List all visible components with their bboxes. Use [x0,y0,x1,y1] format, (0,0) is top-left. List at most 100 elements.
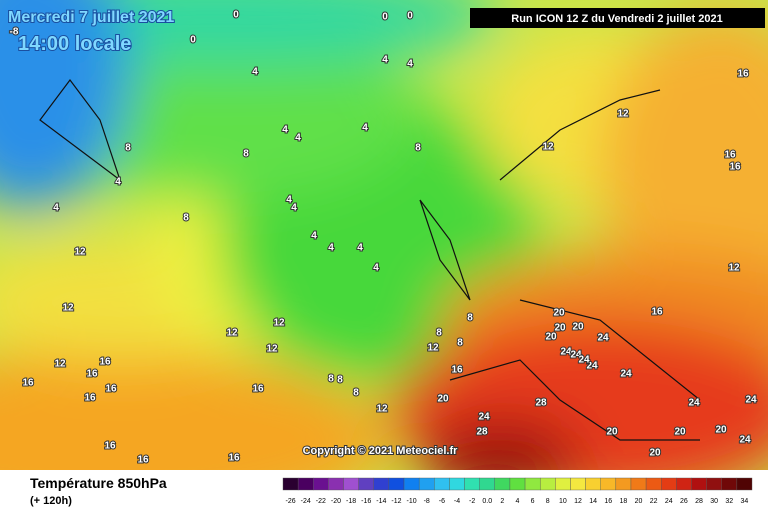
contour-label: 20 [674,427,686,438]
contour-label: 4 [295,133,301,144]
contour-label: 4 [382,55,388,66]
scale-label: 4 [516,498,520,505]
scale-swatch [721,477,738,491]
scale-swatch [464,477,480,491]
contour-label: 28 [476,427,488,438]
scale-label: -16 [361,498,371,505]
contour-label: 8 [457,338,463,349]
scale-swatch [585,477,601,491]
contour-label: 16 [86,369,98,380]
scale-swatch [555,477,571,491]
scale-swatch [343,477,359,491]
scale-swatch [736,477,753,491]
contour-label: 4 [282,125,288,136]
scale-label: 2 [500,498,504,505]
contour-label: 20 [572,322,584,333]
lead-time: (+ 120h) [30,495,72,507]
contour-label: 20 [437,394,449,405]
scale-label: 32 [725,498,733,505]
contour-label: 16 [137,455,149,466]
contour-label: 20 [553,308,565,319]
forecast-time: 14:00 locale [18,33,131,55]
scale-swatch [539,477,556,491]
scale-swatch [615,477,632,491]
scale-label: 20 [635,498,643,505]
contour-label: 16 [737,69,749,80]
contour-label: 16 [228,453,240,464]
contour-label: 8 [353,388,359,399]
scale-label: -2 [469,498,475,505]
scale-swatch [449,477,465,491]
scale-label: -8 [424,498,430,505]
contour-label: 16 [22,378,34,389]
contour-label: 4 [328,243,334,254]
contour-label: 24 [597,333,609,344]
contour-label: 8 [415,143,421,154]
scale-label: 30 [710,498,718,505]
contour-label: 8 [467,313,473,324]
scale-swatch [434,477,450,491]
contour-label: 12 [226,328,238,339]
contour-label: 4 [252,67,258,78]
contour-label: 4 [357,243,363,254]
contour-label: 16 [99,357,111,368]
scale-label: 14 [589,498,597,505]
contour-label: 8 [436,328,442,339]
forecast-date: Mercredi 7 juillet 2021 [8,9,174,26]
contour-label: 4 [115,177,121,188]
scale-label: -20 [331,498,341,505]
contour-label: 24 [560,347,572,358]
contour-label: 4 [362,123,368,134]
contour-label: 20 [545,332,557,343]
scale-label: -26 [286,498,296,505]
contour-label: 12 [427,343,439,354]
contour-label: -8 [10,27,19,38]
contour-label: 4 [373,263,379,274]
contour-label: 20 [554,323,566,334]
scale-swatch [328,477,344,491]
scale-swatch [479,477,496,491]
contour-label: 0 [233,10,239,21]
scale-label: 34 [741,498,749,505]
scale-label: -22 [316,498,326,505]
contour-label: 12 [542,142,554,153]
contour-label: 24 [478,412,490,423]
scale-swatch [297,477,314,491]
color-scale: -26 -24 -22 -20 -18 -16 -14 -12 -10 -8 -6 -4 -2 0.0 2 4… [282,477,753,505]
contour-label: 8 [337,375,343,386]
scale-label: -24 [301,498,311,505]
scale-swatch [282,477,299,491]
scale-swatch [388,477,405,491]
scale-label: 6 [531,498,535,505]
scale-label: -14 [376,498,386,505]
scale-label: 10 [559,498,567,505]
scale-label: -12 [391,498,401,505]
contour-label: 4 [407,59,413,70]
contour-label: 12 [376,404,388,415]
contour-label: 4 [291,203,297,214]
contour-label: 24 [578,355,590,366]
contour-label: 16 [729,162,741,173]
contour-label: 8 [183,213,189,224]
scale-label: -10 [407,498,417,505]
contour-label: 16 [84,393,96,404]
scale-label: 8 [546,498,550,505]
contour-label: 0 [190,35,196,46]
contour-label: 16 [104,441,116,452]
scale-label: 24 [665,498,673,505]
scale-swatch [509,477,526,491]
contour-label: 16 [105,384,117,395]
contour-label: 20 [715,425,727,436]
scale-swatch [691,477,707,491]
scale-swatch [358,477,374,491]
contour-label: 24 [570,350,582,361]
footer [0,470,768,512]
scale-swatch [418,477,435,491]
contour-label: 24 [745,395,757,406]
scale-swatch [600,477,617,491]
scale-swatch [630,477,647,491]
contour-label: 4 [53,203,59,214]
